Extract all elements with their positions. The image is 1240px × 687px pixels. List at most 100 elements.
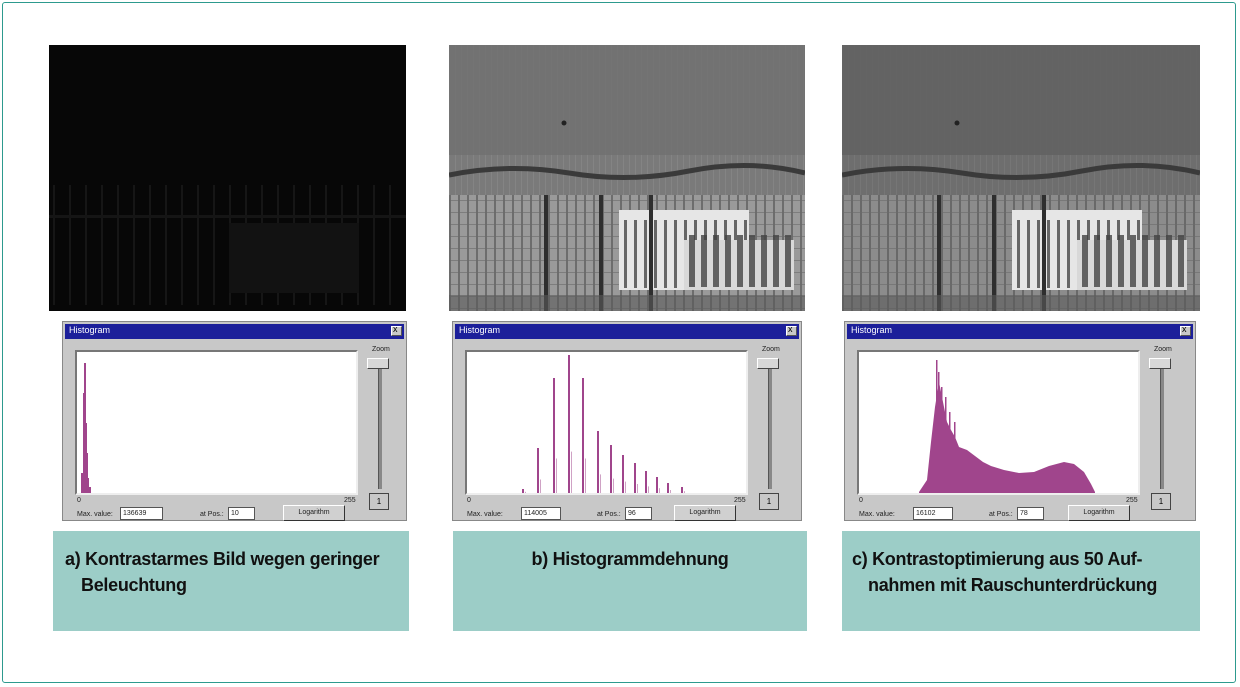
histogram-bar <box>681 487 683 493</box>
at-pos-field: 10 <box>228 507 255 520</box>
window-titlebar: Histogram x <box>65 324 404 339</box>
zoom-label: Zoom <box>372 346 390 353</box>
zoom-slider-thumb[interactable] <box>757 358 779 369</box>
histogram-bar <box>537 448 539 493</box>
photo-optimized <box>842 45 1200 311</box>
at-pos-field: 96 <box>625 507 652 520</box>
logarithm-button[interactable]: Logarithm <box>1068 505 1130 521</box>
histogram-bar <box>936 360 938 493</box>
histogram-bar <box>600 474 601 493</box>
close-icon: x <box>393 324 398 334</box>
logarithm-button[interactable]: Logarithm <box>674 505 736 521</box>
caption-c: c) Kontrastoptimierung aus 50 Auf- nahme… <box>842 531 1200 631</box>
histogram-bars <box>81 363 91 493</box>
tick-end: 255 <box>1126 497 1138 504</box>
histogram-bar <box>684 491 685 493</box>
caption-b: b) Histogrammdehnung <box>453 531 807 631</box>
caption-line-2: Beleuchtung <box>81 575 187 595</box>
max-value-label: Max. value: <box>859 511 895 518</box>
zoom-slider-thumb[interactable] <box>367 358 389 369</box>
zoom-slider-track[interactable] <box>1160 367 1164 489</box>
histogram-bar <box>637 484 638 493</box>
histogram-area <box>919 382 1095 493</box>
histogram-bar <box>938 372 940 493</box>
close-button[interactable]: x <box>786 324 797 336</box>
zoom-label: Zoom <box>1154 346 1172 353</box>
photo-detail <box>449 45 805 311</box>
close-icon: x <box>1182 324 1187 334</box>
histogram-bar <box>81 473 83 493</box>
window-titlebar: Histogram x <box>455 324 799 339</box>
caption-line-1: a) Kontrastarmes Bild wegen geringer <box>65 549 380 569</box>
histogram-bar <box>945 397 947 493</box>
window-titlebar: Histogram x <box>847 324 1193 339</box>
max-value-field: 16102 <box>913 507 953 520</box>
histogram-bar <box>667 483 669 493</box>
tick-start: 0 <box>467 497 471 504</box>
histogram-window: Histogram x 0 255 Zoom 1 Max. value: 136… <box>62 321 407 521</box>
histogram-bar <box>571 451 572 493</box>
zoom-slider-thumb[interactable] <box>1149 358 1171 369</box>
histogram-bar <box>610 445 612 493</box>
close-icon: x <box>788 324 793 334</box>
histogram-bar <box>954 422 956 493</box>
histogram-bar <box>556 458 557 493</box>
window-title: Histogram <box>459 325 501 335</box>
caption-line-1: b) Histogrammdehnung <box>531 549 729 569</box>
histogram-bar <box>89 487 91 493</box>
histogram-bar <box>622 455 624 493</box>
close-button[interactable]: x <box>1180 324 1191 336</box>
histogram-bar <box>941 387 943 493</box>
histogram-bar <box>645 471 647 493</box>
zoom-slider-track[interactable] <box>768 367 772 489</box>
max-value-label: Max. value: <box>467 511 503 518</box>
histogram-window: Histogram x 0 255 Zoom 1 Max. value: 114… <box>452 321 802 521</box>
histogram-bar <box>613 478 614 493</box>
histogram-bar <box>585 458 586 493</box>
at-pos-label: at Pos.: <box>597 511 621 518</box>
tick-start: 0 <box>77 497 81 504</box>
histogram-bar <box>525 491 526 493</box>
histogram-bar <box>86 453 88 493</box>
histogram-bars <box>522 355 685 493</box>
logarithm-button[interactable]: Logarithm <box>283 505 345 521</box>
tick-end: 255 <box>734 497 746 504</box>
max-value-label: Max. value: <box>77 511 113 518</box>
histogram-bar <box>648 486 649 493</box>
tick-end: 255 <box>344 497 356 504</box>
histogram-bar <box>659 488 660 493</box>
histogram-bar <box>553 378 555 493</box>
histogram-bar <box>540 479 541 493</box>
close-button[interactable]: x <box>391 324 402 336</box>
histogram-bar <box>634 463 636 493</box>
histogram-bars <box>919 360 1095 493</box>
histogram-plot <box>75 350 358 495</box>
histogram-bar <box>87 478 89 493</box>
photo-detail <box>49 185 406 305</box>
zoom-value: 1 <box>369 493 389 510</box>
histogram-bar <box>522 489 524 493</box>
histogram-bar <box>625 481 626 493</box>
histogram-plot <box>465 350 748 495</box>
window-title: Histogram <box>69 325 111 335</box>
photo-stretched <box>449 45 806 311</box>
histogram-bar <box>568 355 570 493</box>
caption-a: a) Kontrastarmes Bild wegen geringer Bel… <box>53 531 409 631</box>
zoom-label: Zoom <box>762 346 780 353</box>
histogram-bar <box>582 378 584 493</box>
zoom-value: 1 <box>1151 493 1171 510</box>
tick-start: 0 <box>859 497 863 504</box>
zoom-value: 1 <box>759 493 779 510</box>
window-title: Histogram <box>851 325 893 335</box>
caption-line-1: c) Kontrastoptimierung aus 50 Auf- <box>852 549 1143 569</box>
histogram-bar <box>656 477 658 493</box>
histogram-plot <box>857 350 1140 495</box>
at-pos-field: 78 <box>1017 507 1044 520</box>
histogram-window: Histogram x 0 255 Zoom 1 Max. value: 161… <box>844 321 1196 521</box>
histogram-bar <box>949 412 951 493</box>
max-value-field: 114005 <box>521 507 561 520</box>
caption-line-2: nahmen mit Rauschunterdrückung <box>868 575 1158 595</box>
zoom-slider-track[interactable] <box>378 367 382 489</box>
photo-detail <box>842 45 1200 311</box>
